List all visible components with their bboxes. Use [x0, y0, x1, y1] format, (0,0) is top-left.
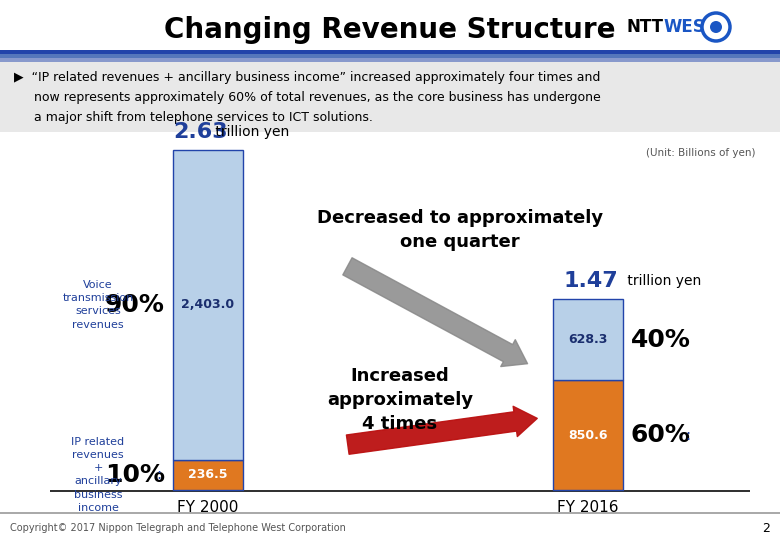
- Text: 2.63: 2.63: [173, 122, 228, 142]
- Text: 10%: 10%: [105, 463, 165, 487]
- Text: (Unit: Billions of yen): (Unit: Billions of yen): [646, 148, 755, 158]
- Bar: [0, 62, 780, 132]
- Text: 236.5: 236.5: [188, 468, 228, 481]
- Text: trillion yen: trillion yen: [623, 274, 701, 288]
- Text: IP related
revenues
+
ancillary
business
income: IP related revenues + ancillary business…: [72, 437, 125, 513]
- Text: 2: 2: [762, 522, 770, 535]
- Text: 2,403.0: 2,403.0: [182, 298, 235, 311]
- Text: FY 2016: FY 2016: [557, 501, 619, 516]
- Text: Copyright© 2017 Nippon Telegraph and Telephone West Corporation: Copyright© 2017 Nippon Telegraph and Tel…: [10, 523, 346, 533]
- Text: FY 2000: FY 2000: [177, 501, 239, 516]
- Text: 60%: 60%: [631, 423, 691, 447]
- FancyArrowPatch shape: [346, 406, 537, 454]
- Bar: [173, 150, 243, 460]
- Text: 40%: 40%: [631, 328, 691, 352]
- Text: 1.47: 1.47: [563, 272, 618, 292]
- Bar: [0, 132, 780, 512]
- Text: ▶  “IP related revenues + ancillary business income” increased approximately fou: ▶ “IP related revenues + ancillary busin…: [14, 71, 601, 124]
- Text: :: :: [157, 467, 161, 482]
- Text: 90%: 90%: [105, 293, 165, 317]
- Circle shape: [710, 21, 722, 33]
- Bar: [553, 300, 623, 381]
- Bar: [0, 512, 780, 514]
- Text: trillion yen: trillion yen: [211, 125, 289, 139]
- Bar: [0, 0, 780, 50]
- Bar: [0, 54, 780, 58]
- Text: 628.3: 628.3: [569, 334, 608, 347]
- Text: WEST: WEST: [663, 18, 716, 36]
- Text: 850.6: 850.6: [569, 429, 608, 442]
- Circle shape: [702, 13, 730, 41]
- Text: Increased
approximately
4 times: Increased approximately 4 times: [327, 367, 473, 433]
- Text: NTT: NTT: [627, 18, 664, 36]
- FancyArrowPatch shape: [343, 258, 527, 367]
- Bar: [553, 381, 623, 490]
- Text: Decreased to approximately
one quarter: Decreased to approximately one quarter: [317, 209, 603, 251]
- Bar: [0, 58, 780, 62]
- Text: Changing Revenue Structure: Changing Revenue Structure: [165, 16, 615, 44]
- Bar: [173, 460, 243, 490]
- Text: :: :: [686, 428, 690, 443]
- Text: Voice
transmission
services
revenues: Voice transmission services revenues: [62, 280, 133, 329]
- Bar: [0, 50, 780, 54]
- Bar: [50, 490, 750, 491]
